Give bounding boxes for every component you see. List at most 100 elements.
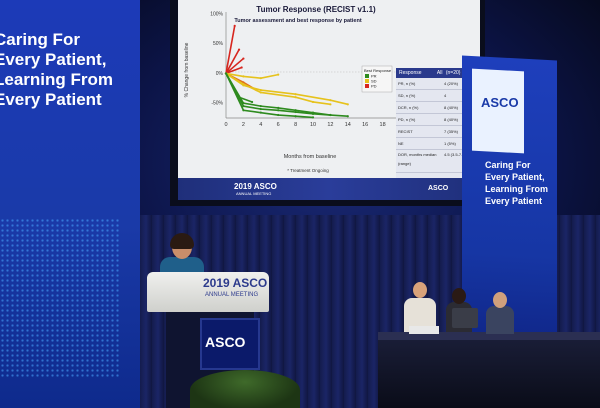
row-value: 4.5 (3.5-7.1) [444,152,466,157]
row-value: 8 (40%) [444,105,459,110]
data-point [294,110,297,114]
legend-label-pr: PR [371,74,377,79]
series-line-sd [225,72,331,106]
legend-swatch-pd [365,84,369,88]
table-row: PR, n (%) 4 (20%) [396,78,476,90]
data-point [346,103,349,106]
chart-subtitle: Tumor assessment and best response by pa… [234,18,362,24]
response-table-header: Response All (n=20) [396,68,476,78]
x-tick-labels: 02468101214161820 [224,122,403,128]
data-point [224,72,228,75]
x-axis-label: Months from baseline [284,154,337,160]
data-point [329,103,332,106]
data-point [242,109,245,112]
treatment-ongoing-note: * Treatment Ongoing [287,168,329,173]
data-point [294,96,297,99]
left-banner: Caring For Every Patient, Learning From … [0,0,140,408]
data-point [242,75,245,78]
paper-sheet [409,326,439,334]
data-point [277,113,280,117]
x-tick-label: 0 [224,122,227,128]
data-point [242,57,245,60]
x-tick-label: 10 [310,122,316,128]
table-cloth-edge [378,332,600,340]
x-tick-label: 8 [294,122,297,128]
data-point [259,111,262,114]
legend-title: Best Response [364,68,392,73]
data-point [294,93,297,96]
table-header-all: All [436,70,443,76]
plant-left [190,370,300,408]
x-tick-label: 18 [380,122,386,128]
world-map-dots [0,218,120,378]
data-point [237,96,241,99]
row-label: DOR, months median (range) [398,152,437,166]
podium-meeting-text: 2019 ASCO [203,276,268,290]
series-line-pd [225,25,236,74]
panel-table [378,332,600,408]
row-value: 8 (40%) [444,117,459,122]
data-point [240,66,243,69]
row-label: SD, n (%) [398,93,416,98]
row-label: DCR, n (%) [398,105,419,110]
row-value: 4 [444,93,447,98]
data-point [294,115,297,118]
left-banner-line-3: Learning From [0,70,114,89]
lectern-top [147,272,269,312]
y-tick-labels: 100% 50% 0% -50% [210,12,223,107]
tumor-response-chart: Tumor Response (RECIST v1.1) Tumor asses… [184,5,403,173]
right-banner-asco-logo: ASCO [481,95,519,110]
data-point [259,88,262,92]
table-row: DCR, n (%) 8 (40%) [396,102,476,114]
legend-swatch-pr [365,74,369,78]
left-banner-line-1: Caring For [0,30,80,49]
left-banner-line-2: Every Patient, [0,50,107,69]
legend-swatch-sd [365,79,369,83]
right-banner-logo-panel [472,68,524,154]
left-banner-line-4: Every Patient [0,90,102,109]
data-point [277,106,280,109]
data-point [311,116,315,119]
panelist-1-head [413,282,427,298]
data-point [294,109,297,112]
panelist-3-head [493,292,507,308]
right-banner-line-1: Caring For [485,160,531,170]
table-row: NE 1 (5%) [396,138,476,150]
data-point [237,48,241,51]
data-point [259,107,262,111]
series-line-pd [225,66,242,75]
data-point [259,77,262,80]
slide-footer-meeting: 2019 ASCO [234,182,277,191]
presentation-slide: Tumor Response (RECIST v1.1) Tumor asses… [178,0,480,200]
legend-label-pd: PD [371,84,377,89]
x-tick-label: 2 [242,122,245,128]
table-row: RECIST 7 (35%) [396,126,476,138]
data-point [242,102,245,105]
data-point [277,109,280,112]
laptop [452,308,478,328]
x-tick-label: 12 [327,122,333,128]
y-axis-label: % Change from baseline [184,42,190,97]
panelist-3-body [486,306,514,334]
y-tick-label: 50% [213,41,224,47]
data-point [259,105,262,108]
data-point [242,105,245,108]
x-tick-label: 4 [259,122,262,128]
data-point [242,83,245,86]
podium-meeting-sub: ANNUAL MEETING [205,292,259,298]
data-point [311,100,315,104]
data-point [251,100,254,104]
series-line-pd [225,57,244,75]
slide-footer-logo: ASCO [428,185,449,192]
y-tick-label: 0% [216,71,224,77]
podium-logo-panel [200,318,260,370]
series-line-pd [225,49,240,74]
legend-label-sd: SD [371,79,377,84]
row-label: PR, n (%) [398,81,416,86]
data-point [277,73,280,76]
right-banner-line-2: Every Patient, [485,172,545,182]
slide-title: Tumor Response (RECIST v1.1) [256,5,376,14]
series-line-sd [225,72,279,79]
data-point [259,91,262,94]
row-label: NE [398,141,404,146]
